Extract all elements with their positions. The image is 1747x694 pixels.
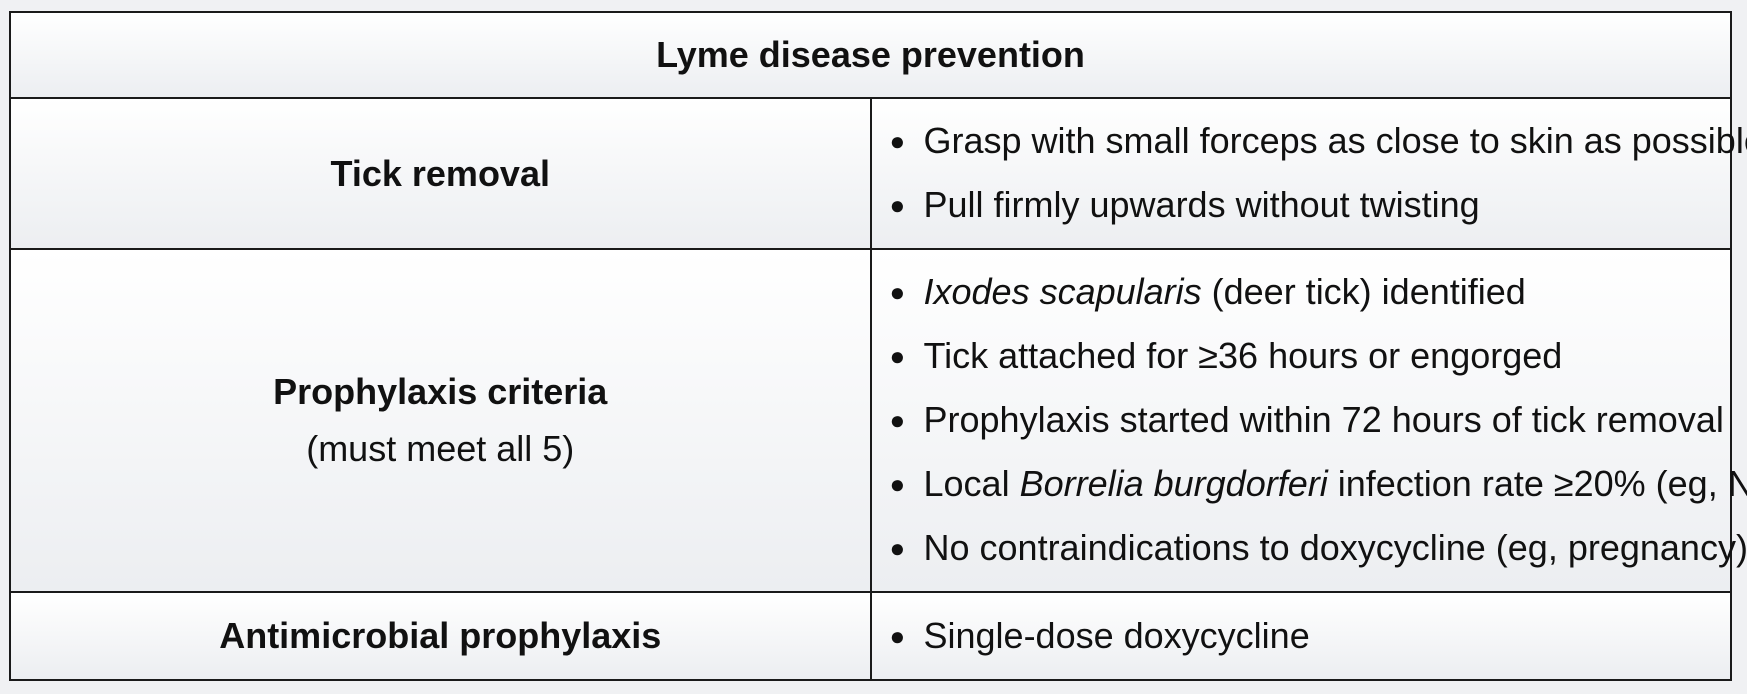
bullet-icon: ● xyxy=(889,341,906,372)
lyme-prevention-table: Lyme disease prevention Tick removal ● Gr… xyxy=(9,10,1747,682)
list-item: ● Tick attached for ≥36 hours or engorged xyxy=(890,324,1731,388)
table-title-row: Lyme disease prevention xyxy=(9,10,1732,100)
list-item: ● Grasp with small forceps as close to sk… xyxy=(890,109,1747,173)
bullet-icon: ● xyxy=(889,469,906,500)
row-label-cell: Antimicrobial prophylaxis xyxy=(9,590,872,682)
row-content-cell: ● Single-dose doxycycline xyxy=(869,590,1732,682)
list-item: ● No contraindications to doxycycline (eg… xyxy=(890,516,1747,580)
row-label-cell: Tick removal xyxy=(9,97,872,250)
table-row-tick-removal: Tick removal ● Grasp with small forceps a… xyxy=(9,97,1747,250)
item-text: (deer tick) identified xyxy=(1201,271,1526,313)
list-item: ● Pull firmly upwards without twisting xyxy=(890,173,1731,237)
bullet-icon: ● xyxy=(889,277,906,308)
list-item: ● Single-dose doxycycline xyxy=(890,604,1731,668)
bullet-icon: ● xyxy=(889,405,906,436)
row-label-cell: Prophylaxis criteria (must meet all 5) xyxy=(9,247,872,593)
item-italic-text: Ixodes scapularis xyxy=(923,271,1202,313)
row-label: Prophylaxis criteria xyxy=(273,370,608,412)
item-text: Prophylaxis started within 72 hours of t… xyxy=(923,399,1724,441)
row-content-cell: ● Ixodes scapularis (deer tick) identifie… xyxy=(869,247,1747,593)
bullet-list: ● Ixodes scapularis (deer tick) identifie… xyxy=(872,260,1747,580)
table-row-prophylaxis-criteria: Prophylaxis criteria (must meet all 5) ●… xyxy=(9,247,1747,593)
item-text: Local xyxy=(923,463,1020,505)
row-label: Antimicrobial prophylaxis xyxy=(219,615,662,657)
bullet-icon: ● xyxy=(889,533,906,564)
table-wrapper: Lyme disease prevention Tick removal ● Gr… xyxy=(9,10,1747,682)
list-item: ● Local Borrelia burgdorferi infection ra… xyxy=(890,452,1747,516)
table-title: Lyme disease prevention xyxy=(9,10,1732,100)
bullet-icon: ● xyxy=(889,190,906,221)
bullet-list: ● Grasp with small forceps as close to sk… xyxy=(872,109,1747,237)
table-row-antimicrobial-prophylaxis: Antimicrobial prophylaxis ● Single-dose d… xyxy=(9,590,1732,682)
list-item: ● Ixodes scapularis (deer tick) identifie… xyxy=(890,260,1731,324)
item-italic-text: Borrelia burgdorferi xyxy=(1019,463,1328,505)
item-text: infection rate ≥20% (eg, New England) xyxy=(1337,463,1747,505)
bullet-list: ● Single-dose doxycycline xyxy=(872,604,1731,668)
item-text: Grasp with small forceps as close to ski… xyxy=(923,120,1747,162)
item-text: Single-dose doxycycline xyxy=(923,614,1310,656)
row-content-cell: ● Grasp with small forceps as close to sk… xyxy=(869,97,1747,250)
row-label: Tick removal xyxy=(330,152,550,194)
item-text: Pull firmly upwards without twisting xyxy=(923,184,1480,226)
row-sublabel: (must meet all 5) xyxy=(306,428,575,470)
list-item: ● Prophylaxis started within 72 hours of … xyxy=(890,388,1731,452)
item-text: No contraindications to doxycycline (eg,… xyxy=(923,527,1747,569)
item-text: Tick attached for ≥36 hours or engorged xyxy=(923,335,1563,377)
bullet-icon: ● xyxy=(889,126,906,157)
bullet-icon: ● xyxy=(889,620,906,651)
